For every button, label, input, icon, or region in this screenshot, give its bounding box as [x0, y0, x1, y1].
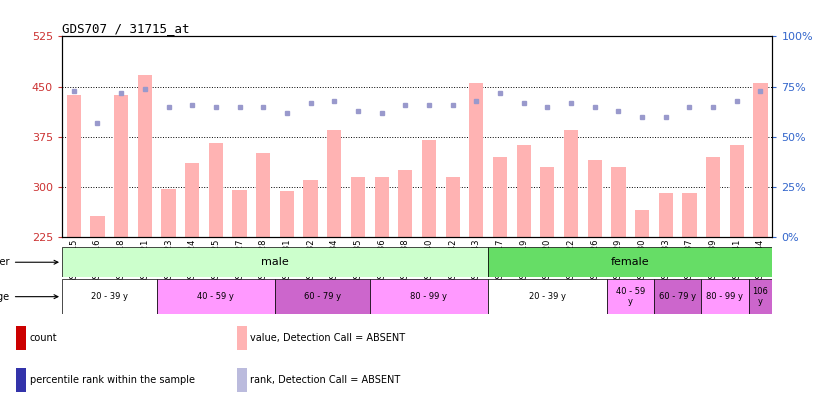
Bar: [303, 180, 318, 237]
Bar: [540, 167, 554, 237]
Text: 106
y: 106 y: [752, 287, 768, 306]
Text: GDS707 / 31715_at: GDS707 / 31715_at: [62, 22, 189, 35]
Bar: [488, 279, 606, 314]
Bar: [469, 83, 483, 237]
Bar: [351, 177, 365, 237]
Bar: [611, 167, 625, 237]
Bar: [157, 279, 275, 314]
Bar: [161, 190, 176, 237]
Bar: [62, 247, 488, 277]
Bar: [17, 326, 26, 350]
Bar: [114, 95, 128, 237]
Bar: [606, 279, 654, 314]
Bar: [209, 143, 223, 237]
Bar: [658, 193, 673, 237]
Text: rank, Detection Call = ABSENT: rank, Detection Call = ABSENT: [250, 375, 401, 385]
Bar: [753, 83, 767, 237]
Bar: [90, 215, 105, 237]
Text: 40 - 59 y: 40 - 59 y: [197, 292, 235, 301]
Bar: [445, 177, 460, 237]
Bar: [682, 193, 696, 237]
Text: age: age: [0, 292, 58, 302]
Bar: [701, 279, 748, 314]
Text: count: count: [30, 333, 57, 343]
Bar: [748, 279, 772, 314]
Bar: [62, 279, 157, 314]
Text: 20 - 39 y: 20 - 39 y: [529, 292, 566, 301]
Bar: [256, 153, 270, 237]
Bar: [138, 75, 152, 237]
Bar: [706, 157, 720, 237]
Bar: [729, 145, 744, 237]
Text: 40 - 59
y: 40 - 59 y: [615, 287, 645, 306]
Text: female: female: [611, 257, 649, 267]
Bar: [275, 279, 370, 314]
Bar: [564, 130, 578, 237]
Bar: [237, 369, 247, 392]
Bar: [17, 369, 26, 392]
Bar: [232, 190, 247, 237]
Bar: [654, 279, 701, 314]
Text: 60 - 79 y: 60 - 79 y: [304, 292, 341, 301]
Text: gender: gender: [0, 257, 58, 267]
Bar: [488, 247, 772, 277]
Text: percentile rank within the sample: percentile rank within the sample: [30, 375, 194, 385]
Text: value, Detection Call = ABSENT: value, Detection Call = ABSENT: [250, 333, 406, 343]
Bar: [398, 170, 412, 237]
Bar: [587, 160, 602, 237]
Text: 80 - 99 y: 80 - 99 y: [411, 292, 448, 301]
Bar: [635, 210, 649, 237]
Text: 80 - 99 y: 80 - 99 y: [706, 292, 743, 301]
Bar: [370, 279, 488, 314]
Bar: [374, 177, 389, 237]
Text: 60 - 79 y: 60 - 79 y: [659, 292, 696, 301]
Bar: [493, 157, 507, 237]
Bar: [327, 130, 341, 237]
Text: male: male: [261, 257, 289, 267]
Bar: [422, 140, 436, 237]
Bar: [516, 145, 531, 237]
Text: 20 - 39 y: 20 - 39 y: [91, 292, 128, 301]
Bar: [185, 164, 199, 237]
Bar: [67, 95, 81, 237]
Bar: [237, 326, 247, 350]
Bar: [280, 192, 294, 237]
